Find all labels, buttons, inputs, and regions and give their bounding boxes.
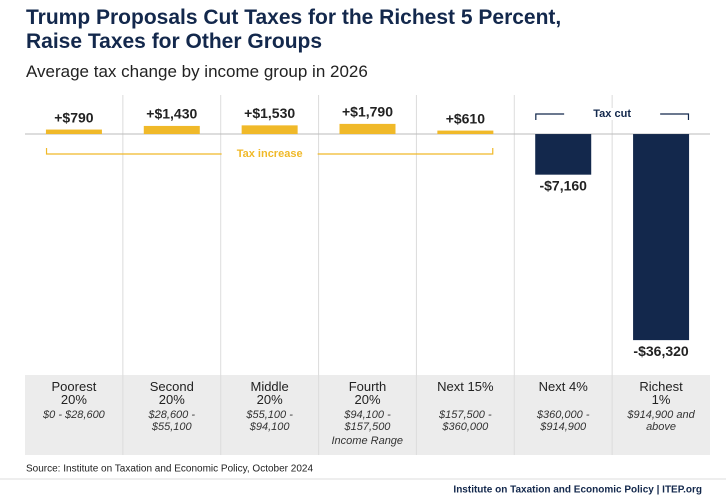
- bar: [241, 125, 298, 135]
- x-tick-label: Fourth 20%: [348, 379, 387, 407]
- chart-subtitle: Average tax change by income group in 20…: [26, 62, 368, 81]
- income-range: $157,500 - $360,000: [439, 409, 492, 433]
- value-label: +$790: [54, 109, 94, 125]
- value-label: -$36,320: [633, 343, 688, 359]
- x-tick-label: Richest 1%: [639, 379, 683, 407]
- bar: [339, 123, 396, 135]
- income-range: $28,600 - $55,100: [148, 409, 196, 433]
- bar: [143, 125, 200, 135]
- value-label: +$1,430: [146, 106, 197, 122]
- bar: [535, 134, 592, 175]
- income-range: $914,900 and above: [627, 409, 695, 433]
- chart-title: Trump Proposals Cut Taxes for the Riches…: [26, 6, 562, 53]
- value-label: +$1,530: [244, 105, 295, 121]
- category-band: [25, 375, 710, 455]
- x-axis-title: Income Range: [331, 435, 404, 447]
- x-tick-label: Middle 20%: [250, 379, 289, 407]
- bar: [633, 134, 690, 341]
- bar: [45, 129, 102, 135]
- x-tick-label: Next 15%: [437, 379, 494, 394]
- x-tick-label: Poorest 20%: [51, 379, 97, 407]
- income-range: $360,000 - $914,900: [536, 409, 590, 433]
- income-range: $55,100 - $94,100: [246, 409, 293, 433]
- footer: Institute on Taxation and Economic Polic…: [453, 485, 702, 496]
- value-label: -$7,160: [539, 177, 587, 193]
- x-tick-label: Next 4%: [538, 379, 588, 394]
- income-range: $94,100 - $157,500: [344, 409, 391, 433]
- annotation: Tax increase: [237, 148, 303, 160]
- bracket-gap: [221, 148, 318, 160]
- value-label: +$610: [446, 110, 486, 126]
- source: Source: Institute on Taxation and Econom…: [26, 464, 313, 475]
- annotation: Tax cut: [593, 108, 631, 120]
- income-range: $0 - $28,600: [43, 409, 105, 421]
- bar: [437, 130, 494, 135]
- x-tick-label: Second 20%: [149, 379, 194, 407]
- bracket-gap: [564, 108, 661, 120]
- value-label: +$1,790: [342, 104, 393, 120]
